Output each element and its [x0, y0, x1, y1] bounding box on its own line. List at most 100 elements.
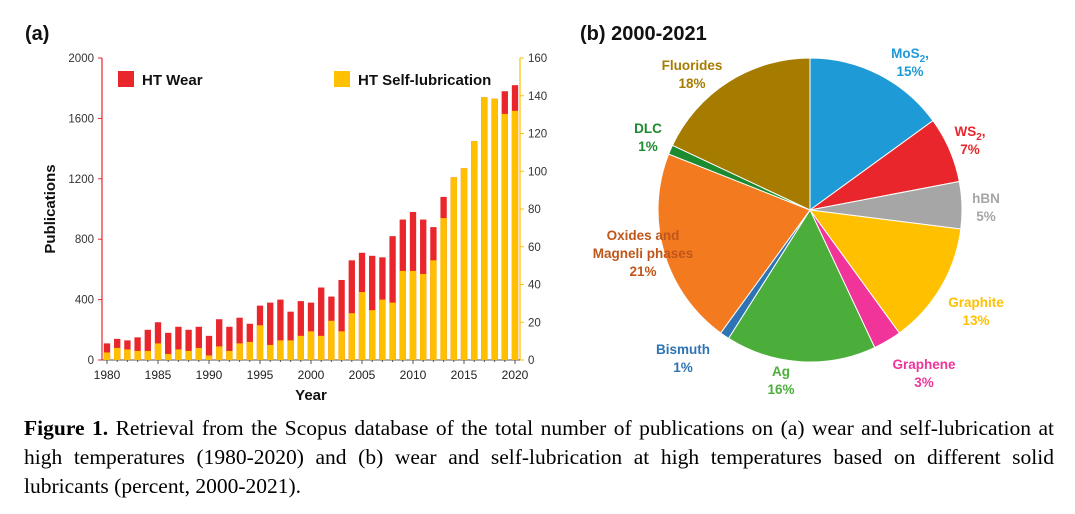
figure-caption: Figure 1. Retrieval from the Scopus data… — [24, 414, 1054, 501]
y-tick-label: 0 — [88, 355, 94, 367]
x-tick-label: 1980 — [94, 368, 121, 382]
y2-tick-label: 80 — [528, 204, 541, 216]
bar-ht-wear — [389, 236, 396, 360]
bar-ht-self-lubrication — [460, 168, 468, 360]
pie-pct-dlc: 1% — [638, 139, 658, 154]
bar-ht-self-lubrication — [358, 292, 366, 360]
y-tick-label: 800 — [75, 234, 94, 246]
bar-ht-self-lubrication — [348, 313, 355, 360]
pie-pct-ws2: 7% — [960, 142, 980, 157]
legend-label-ht-wear: HT Wear — [142, 72, 203, 89]
bar-ht-self-lubrication — [481, 97, 488, 360]
y2-tick-label: 40 — [528, 280, 541, 292]
pie-pct-ag: 16% — [767, 382, 794, 397]
bar-ht-self-lubrication — [246, 341, 253, 360]
pie-pct-graphite: 13% — [962, 313, 989, 328]
pie-pct-fluorides: 18% — [678, 76, 705, 91]
pie-label-oxides-and-magneli-phases: Oxides and Magneli phases — [593, 228, 694, 261]
y2-tick-label: 120 — [528, 129, 547, 141]
pie-chart: MoS2,15% WS2,7% hBN 5% Graphite 13% Graphene 3%… — [593, 46, 1005, 397]
y2-tick-label: 100 — [528, 166, 547, 178]
x-tick-label: 1985 — [145, 368, 172, 382]
bar-ht-self-lubrication — [185, 350, 192, 360]
pie-label-fluorides: Fluorides — [662, 58, 723, 73]
bar-ht-wear — [318, 287, 325, 360]
bar-ht-self-lubrication — [175, 349, 182, 360]
bar-ht-self-lubrication — [307, 331, 315, 360]
legend-label-ht-self-lubrication: HT Self-lubrication — [358, 72, 491, 89]
bar-ht-wear — [287, 311, 294, 360]
bar-ht-wear — [297, 301, 304, 360]
y-tick-label: 400 — [75, 295, 94, 307]
bar-ht-self-lubrication — [144, 350, 151, 360]
bar-ht-self-lubrication — [297, 335, 304, 360]
x-tick-label: 2000 — [298, 368, 325, 382]
bar-ht-wear — [226, 326, 233, 360]
bar-ht-self-lubrication — [124, 349, 131, 360]
bar-ht-wear — [134, 337, 141, 360]
panel-a-label: (a) — [25, 23, 49, 45]
pie-label-hbn: hBN — [972, 191, 1000, 206]
bar-ht-self-lubrication — [369, 310, 376, 360]
pie-pct-hbn: 5% — [976, 209, 996, 224]
bar-ht-self-lubrication — [420, 273, 427, 360]
bar-ht-wear — [267, 302, 274, 360]
x-tick-label: 2015 — [451, 368, 478, 382]
bar-ht-self-lubrication — [103, 352, 111, 360]
y2-tick-label: 160 — [528, 53, 547, 65]
figure: (a) 0 400 800 1200 1600 2000 0 20 40 60 80 100 120 14… — [25, 23, 1005, 400]
bar-ht-self-lubrication — [165, 353, 172, 360]
x-tick-label: 1990 — [196, 368, 223, 382]
bar-ht-self-lubrication — [338, 331, 345, 360]
panel-b-label: (b) 2000-2021 — [580, 23, 707, 45]
bar-ht-self-lubrication — [226, 350, 233, 360]
pie-label-bismuth: Bismuth — [656, 342, 710, 357]
bar-ht-wear — [216, 319, 223, 360]
bar-ht-wear — [195, 326, 202, 360]
bar-ht-self-lubrication — [277, 340, 284, 360]
pie-label-mos2: MoS2, — [891, 46, 929, 65]
bar-ht-wear — [277, 299, 284, 360]
caption-text: Retrieval from the Scopus database of th… — [24, 416, 1055, 498]
legend-swatch-ht-wear — [118, 71, 134, 87]
bar-ht-self-lubrication — [409, 270, 417, 360]
x-tick-label: 1995 — [247, 368, 274, 382]
y2-tick-label: 0 — [528, 355, 534, 367]
bar-ht-wear — [175, 326, 182, 360]
x-tick-label: 2005 — [349, 368, 376, 382]
bar-ht-self-lubrication — [195, 347, 202, 360]
bar-ht-wear — [103, 343, 111, 360]
bar-ht-self-lubrication — [450, 177, 457, 360]
bar-ht-self-lubrication — [134, 350, 141, 360]
y2-tick-label: 20 — [528, 317, 541, 329]
bar-ht-wear — [369, 255, 376, 360]
pie-pct-graphene: 3% — [914, 375, 934, 390]
bar-ht-self-lubrication — [256, 325, 264, 360]
pie-label-ws2: WS2, — [954, 124, 985, 143]
pie-slice-ag — [727, 208, 876, 363]
bar-ht-self-lubrication — [491, 98, 498, 361]
bar-ht-self-lubrication — [328, 320, 335, 360]
pie-pct-mos2: 15% — [896, 64, 923, 79]
bar-ht-wear — [144, 329, 151, 360]
bar-ht-self-lubrication — [399, 270, 406, 360]
pie-slice-mos2 — [809, 57, 934, 211]
bar-ht-wear — [338, 279, 345, 360]
bar-ht-wear — [185, 329, 192, 360]
x-axis-label: Year — [295, 387, 327, 400]
bar-ht-self-lubrication — [287, 340, 294, 360]
pie-label-graphene: Graphene — [892, 357, 956, 372]
bar-ht-wear — [236, 317, 243, 360]
bar-ht-self-lubrication — [511, 110, 519, 360]
x-tick-label: 2010 — [400, 368, 427, 382]
bar-ht-self-lubrication — [267, 344, 274, 360]
bar-ht-self-lubrication — [430, 260, 437, 360]
y-tick-label: 2000 — [68, 53, 94, 65]
y2-tick-label: 60 — [528, 242, 541, 254]
pie-pct-bismuth: 1% — [673, 360, 693, 375]
pie-label-graphite: Graphite — [948, 295, 1004, 310]
legend-swatch-ht-self-lubrication — [334, 71, 350, 87]
bar-ht-self-lubrication — [154, 343, 162, 360]
bar-ht-wear — [205, 335, 213, 360]
bar-ht-self-lubrication — [205, 355, 213, 360]
